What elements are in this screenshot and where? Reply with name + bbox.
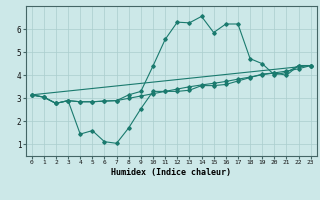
X-axis label: Humidex (Indice chaleur): Humidex (Indice chaleur) [111,168,231,177]
